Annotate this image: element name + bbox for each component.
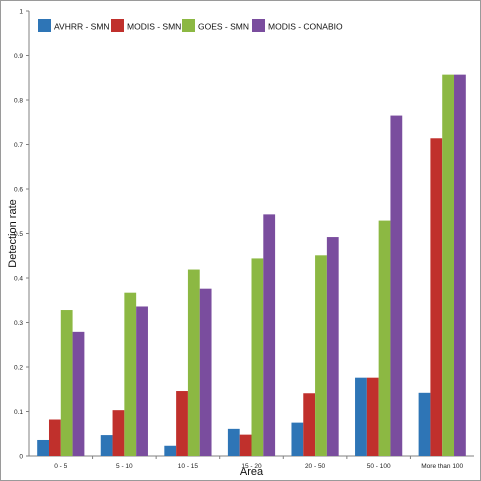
bar — [418, 392, 431, 456]
bar — [326, 237, 339, 456]
legend-swatch — [111, 19, 124, 32]
y-tick-label: 0.7 — [14, 142, 23, 149]
bar — [37, 439, 49, 456]
bar — [164, 445, 177, 456]
bar — [176, 391, 188, 456]
x-tick-label: 20 - 50 — [305, 463, 326, 470]
y-tick-label: 0.2 — [14, 364, 23, 371]
y-tick-label: 0.6 — [14, 186, 23, 193]
bar — [378, 220, 391, 456]
bar — [124, 292, 137, 456]
bar — [454, 74, 466, 456]
bar — [355, 377, 367, 456]
bar — [60, 310, 73, 456]
y-tick-label: 0.9 — [14, 53, 23, 60]
y-tick-label: 1 — [19, 8, 23, 15]
x-tick-label: 5 - 10 — [116, 463, 133, 470]
legend-label: MODIS - SMN — [127, 22, 181, 32]
bar — [187, 269, 200, 456]
bar — [430, 138, 443, 456]
bar — [72, 331, 85, 456]
y-tick-label: 0.5 — [14, 231, 23, 238]
x-axis-title: Area — [240, 466, 264, 478]
bar — [315, 255, 327, 456]
bar — [303, 393, 316, 456]
x-tick-label: 0 - 5 — [54, 463, 67, 470]
y-axis: 0 0.1 0.2 0.3 0.4 0.5 0.6 0.7 0.8 0.9 1 — [14, 8, 30, 460]
y-tick-label: 0.8 — [14, 97, 23, 104]
bar — [136, 306, 148, 456]
bar — [227, 428, 240, 456]
bars — [37, 74, 466, 456]
bar — [112, 410, 125, 456]
y-tick-label: 0 — [19, 453, 23, 460]
bar — [390, 115, 403, 456]
y-tick-label: 0.1 — [14, 409, 23, 416]
legend-swatch — [182, 19, 195, 32]
x-tick-label: 10 - 15 — [178, 463, 199, 470]
bar — [442, 74, 455, 456]
x-tick-label: 50 - 100 — [367, 463, 391, 470]
x-tick-label: 15 - 20 — [241, 463, 262, 470]
y-tick-label: 0.3 — [14, 320, 23, 327]
bar — [251, 258, 264, 456]
legend-swatch — [38, 19, 51, 32]
bar — [291, 422, 304, 456]
x-tick-label: More than 100 — [421, 463, 463, 470]
legend: AVHRR - SMN MODIS - SMN GOES - SMN MODIS - … — [38, 19, 343, 32]
bar — [100, 435, 113, 456]
y-axis-title: Detection rate — [7, 199, 19, 267]
legend-label: AVHRR - SMN — [54, 22, 110, 32]
bar — [239, 434, 252, 456]
bar — [48, 419, 61, 456]
bar — [199, 288, 212, 456]
legend-label: MODIS - CONABIO — [268, 22, 343, 32]
y-tick-label: 0.4 — [14, 275, 23, 282]
legend-swatch — [252, 19, 265, 32]
bar — [263, 214, 276, 456]
bar — [366, 377, 379, 456]
legend-label: GOES - SMN — [198, 22, 249, 32]
